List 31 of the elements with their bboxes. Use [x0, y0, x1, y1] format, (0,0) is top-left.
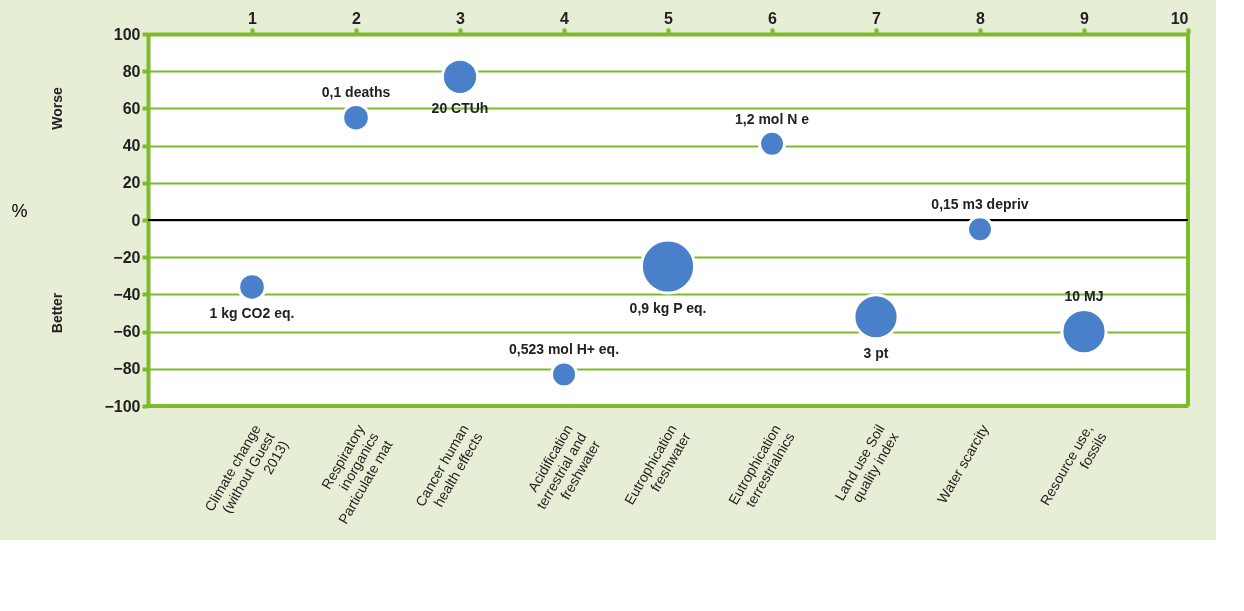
x2-tick-label: 4	[560, 9, 570, 27]
x2-tick-label: 8	[976, 9, 986, 27]
annotation: 0,1 deaths	[321, 83, 391, 100]
y-tick-label: 40	[122, 137, 141, 155]
text: Better	[49, 292, 65, 334]
y-tick-label: 0	[131, 211, 141, 229]
y-tick-label: −100	[104, 397, 141, 415]
annotation: 3 pt	[863, 344, 889, 361]
text: Worse	[49, 86, 65, 130]
x2-tick-label: 5	[664, 9, 674, 27]
x2-tick-label: 10	[1170, 9, 1189, 27]
y-tick-label: 100	[113, 25, 141, 43]
annotation: 1,2 mol N e	[735, 110, 810, 127]
y-tick-label: 20	[122, 174, 141, 192]
y-tick-label: −20	[113, 248, 141, 266]
x2-tick-label: 3	[456, 9, 466, 27]
annotation: 0,9 kg P eq.	[629, 299, 707, 316]
y-tick-label: 80	[122, 62, 141, 80]
y-tick-label: 60	[122, 99, 141, 117]
y-axis-title: %	[11, 200, 28, 221]
annotation: 1 kg CO2 eq.	[209, 304, 295, 321]
x2-tick-label: 6	[768, 9, 778, 27]
x2-tick-label: 1	[248, 9, 258, 27]
y-tick-label: −80	[113, 360, 141, 378]
x2-tick-label: 7	[872, 9, 882, 27]
annotation: 0,523 mol H+ eq.	[508, 341, 620, 358]
x2-tick-label: 2	[352, 9, 362, 27]
y-tick-label: −60	[113, 323, 141, 341]
y-tick-label: −40	[113, 285, 141, 303]
annotation: 0,15 m3 depriv	[931, 196, 1029, 213]
x2-tick-label: 9	[1080, 9, 1090, 27]
